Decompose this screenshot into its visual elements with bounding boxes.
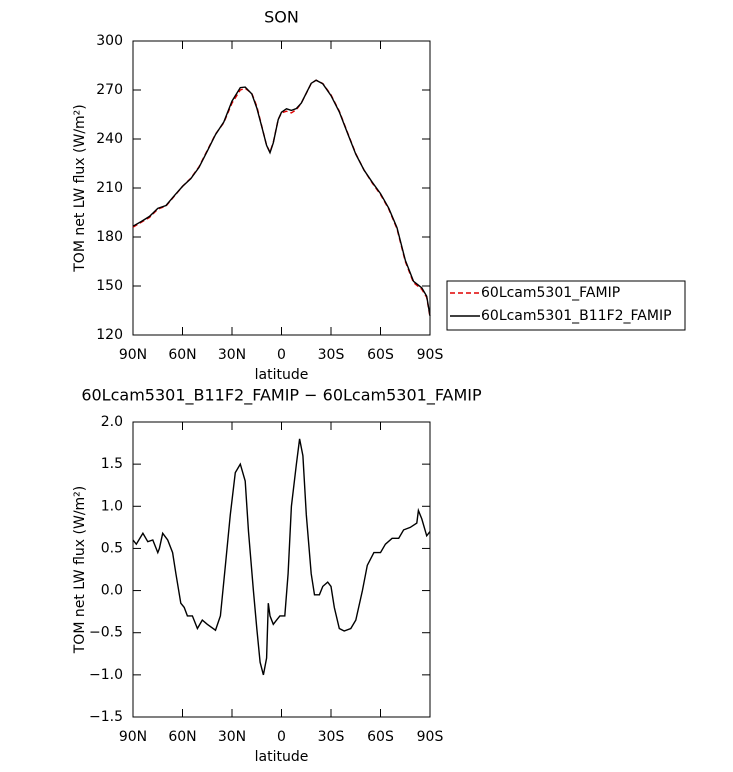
x-tick-label: 30S [318,729,345,745]
x-tick-label: 90N [119,347,147,363]
y-tick-label: −1.5 [89,709,123,725]
y-tick-label: −1.0 [89,667,123,683]
y-axis-label: TOM net LW flux (W/m²) [72,486,88,655]
y-tick-label: 120 [96,327,123,343]
x-tick-label: 30S [318,347,345,363]
x-tick-label: 90S [417,729,444,745]
series-line [132,79,431,317]
x-tick-label: 90N [119,729,147,745]
x-tick-label: 60S [367,347,394,363]
y-tick-label: 0.5 [101,540,123,556]
x-axis-label: latitude [255,749,309,765]
legend-frame [446,280,686,331]
x-tick-label: 60N [168,347,196,363]
y-tick-label: 0.0 [101,583,123,599]
x-tick-label: 30N [218,347,246,363]
x-axis-label: latitude [255,367,309,383]
y-tick-label: 210 [96,180,123,196]
plot-frame [132,40,431,336]
y-tick-label: 1.5 [101,456,123,472]
series-line [132,438,431,676]
chart-title: 60Lcam5301_B11F2_FAMIP − 60Lcam5301_FAMI… [81,386,482,406]
y-tick-label: −0.5 [89,625,123,641]
legend-label: 60Lcam5301_B11F2_FAMIP [481,308,672,324]
series-line [132,79,431,318]
y-tick-label: 180 [96,229,123,245]
y-axis-label: TOM net LW flux (W/m²) [72,104,88,273]
plot-frame [132,421,431,718]
x-tick-label: 0 [277,729,286,745]
y-tick-label: 150 [96,278,123,294]
chart-title: SON [264,8,299,27]
y-tick-label: 270 [96,82,123,98]
y-tick-label: 1.0 [101,498,123,514]
x-tick-label: 60S [367,729,394,745]
x-tick-label: 60N [168,729,196,745]
y-tick-label: 2.0 [101,414,123,430]
x-tick-label: 90S [417,347,444,363]
y-tick-label: 240 [96,131,123,147]
y-tick-label: 300 [96,33,123,49]
x-tick-label: 0 [277,347,286,363]
legend-label: 60Lcam5301_FAMIP [481,285,620,301]
x-tick-label: 30N [218,729,246,745]
